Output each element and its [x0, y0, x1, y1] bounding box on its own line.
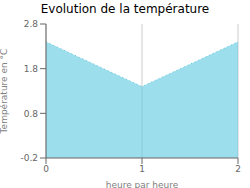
svg-text:1.8: 1.8: [24, 64, 39, 74]
svg-text:2.8: 2.8: [24, 19, 39, 29]
svg-text:-0.2: -0.2: [20, 153, 38, 163]
svg-text:heure par heure: heure par heure: [106, 180, 179, 188]
html-text:Evolution de la température: Evolution de la température: [40, 2, 210, 16]
svg-text:0: 0: [43, 164, 49, 174]
svg-text:1: 1: [139, 164, 145, 174]
svg-text:Température en °C: Température en °C: [8, 49, 9, 135]
svg-text:2: 2: [235, 164, 241, 174]
svg-text:0.8: 0.8: [24, 109, 39, 119]
